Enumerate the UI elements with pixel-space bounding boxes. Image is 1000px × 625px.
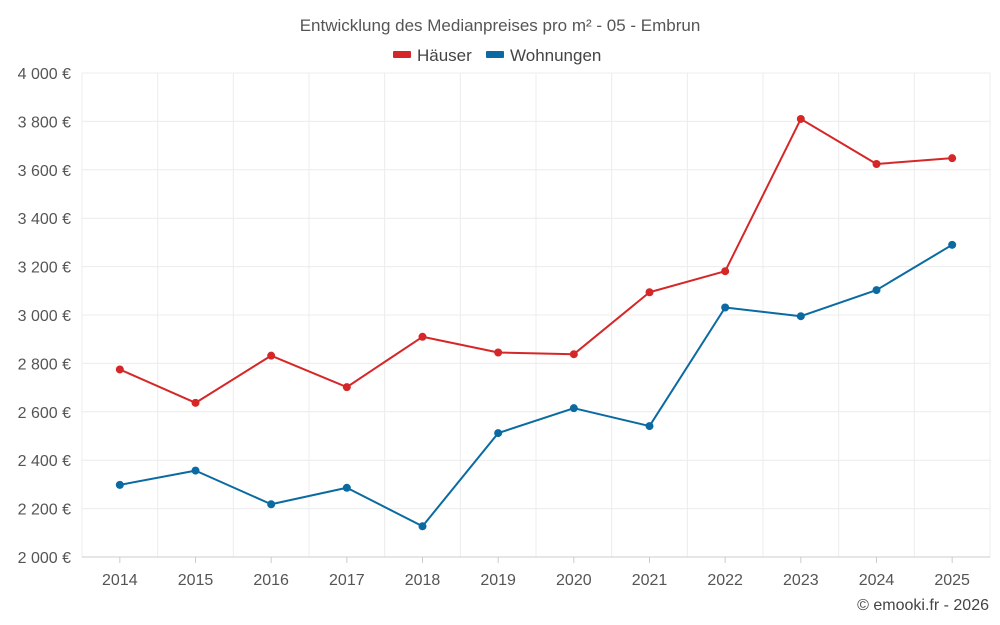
x-tick-label: 2019 <box>480 572 516 589</box>
data-point-wohnungen[interactable] <box>569 404 578 413</box>
legend-swatch-haeuser <box>393 51 411 58</box>
legend-label-wohnungen: Wohnungen <box>510 46 601 65</box>
data-point-haeuser[interactable] <box>569 350 578 359</box>
data-point-haeuser[interactable] <box>342 383 351 392</box>
data-point-wohnungen[interactable] <box>872 286 881 295</box>
x-tick-label: 2023 <box>783 572 819 589</box>
x-tick-label: 2025 <box>934 572 970 589</box>
y-tick-label: 2 200 € <box>18 502 71 519</box>
series-haeuser[interactable] <box>115 114 957 407</box>
y-tick-label: 4 000 € <box>18 66 71 83</box>
y-tick-label: 3 800 € <box>18 114 71 131</box>
data-point-wohnungen[interactable] <box>645 422 654 431</box>
data-point-wohnungen[interactable] <box>948 240 957 249</box>
data-point-haeuser[interactable] <box>796 114 805 123</box>
y-tick-label: 3 000 € <box>18 308 71 325</box>
y-tick-label: 3 600 € <box>18 163 71 180</box>
data-point-wohnungen[interactable] <box>796 312 805 321</box>
series-wohnungen[interactable] <box>115 240 957 531</box>
data-point-haeuser[interactable] <box>418 332 427 341</box>
data-point-haeuser[interactable] <box>645 288 654 297</box>
y-tick-label: 2 800 € <box>18 356 71 373</box>
x-tick-label: 2017 <box>329 572 365 589</box>
data-point-wohnungen[interactable] <box>418 522 427 531</box>
data-point-wohnungen[interactable] <box>721 303 730 312</box>
series-layer <box>115 114 957 531</box>
data-point-wohnungen[interactable] <box>494 429 503 438</box>
x-axis-ticks: 2014 2015 2016 2017 2018 2019 2020 2021 2022 2023… <box>102 557 970 589</box>
chart-title: Entwicklung des Medianpreises pro m² - 0… <box>300 16 701 35</box>
x-tick-label: 2021 <box>632 572 668 589</box>
data-point-haeuser[interactable] <box>115 365 124 374</box>
legend-item-haeuser[interactable]: Häuser <box>393 46 472 65</box>
data-point-wohnungen[interactable] <box>267 500 276 509</box>
x-tick-label: 2020 <box>556 572 592 589</box>
x-tick-label: 2024 <box>859 572 895 589</box>
data-point-haeuser[interactable] <box>948 154 957 163</box>
y-tick-label: 2 400 € <box>18 453 71 470</box>
legend[interactable]: Häuser Wohnungen <box>393 46 601 65</box>
x-tick-label: 2016 <box>253 572 289 589</box>
x-gridlines <box>81 73 991 557</box>
data-point-haeuser[interactable] <box>721 267 730 276</box>
y-tick-label: 2 600 € <box>18 405 71 422</box>
data-point-wohnungen[interactable] <box>191 466 200 475</box>
y-tick-label: 3 200 € <box>18 260 71 277</box>
data-point-haeuser[interactable] <box>267 351 276 360</box>
x-tick-label: 2014 <box>102 572 138 589</box>
legend-label-haeuser: Häuser <box>417 46 472 65</box>
data-point-haeuser[interactable] <box>191 398 200 407</box>
series-line-haeuser <box>119 117 953 404</box>
data-point-haeuser[interactable] <box>494 348 503 357</box>
data-point-wohnungen[interactable] <box>342 483 351 492</box>
y-tick-label: 3 400 € <box>18 211 71 228</box>
legend-item-wohnungen[interactable]: Wohnungen <box>486 46 601 65</box>
y-axis-ticks: 2 000 € 2 200 € 2 400 € 2 600 € 2 800 € 3 000… <box>18 66 71 567</box>
y-tick-label: 2 000 € <box>18 550 71 567</box>
series-line-wohnungen <box>119 243 953 528</box>
x-tick-label: 2022 <box>707 572 743 589</box>
credit-text: © emooki.fr - 2026 <box>857 597 989 614</box>
data-point-haeuser[interactable] <box>872 159 881 168</box>
data-point-wohnungen[interactable] <box>115 480 124 489</box>
x-tick-label: 2015 <box>178 572 214 589</box>
legend-swatch-wohnungen <box>486 51 504 58</box>
x-tick-label: 2018 <box>405 572 441 589</box>
